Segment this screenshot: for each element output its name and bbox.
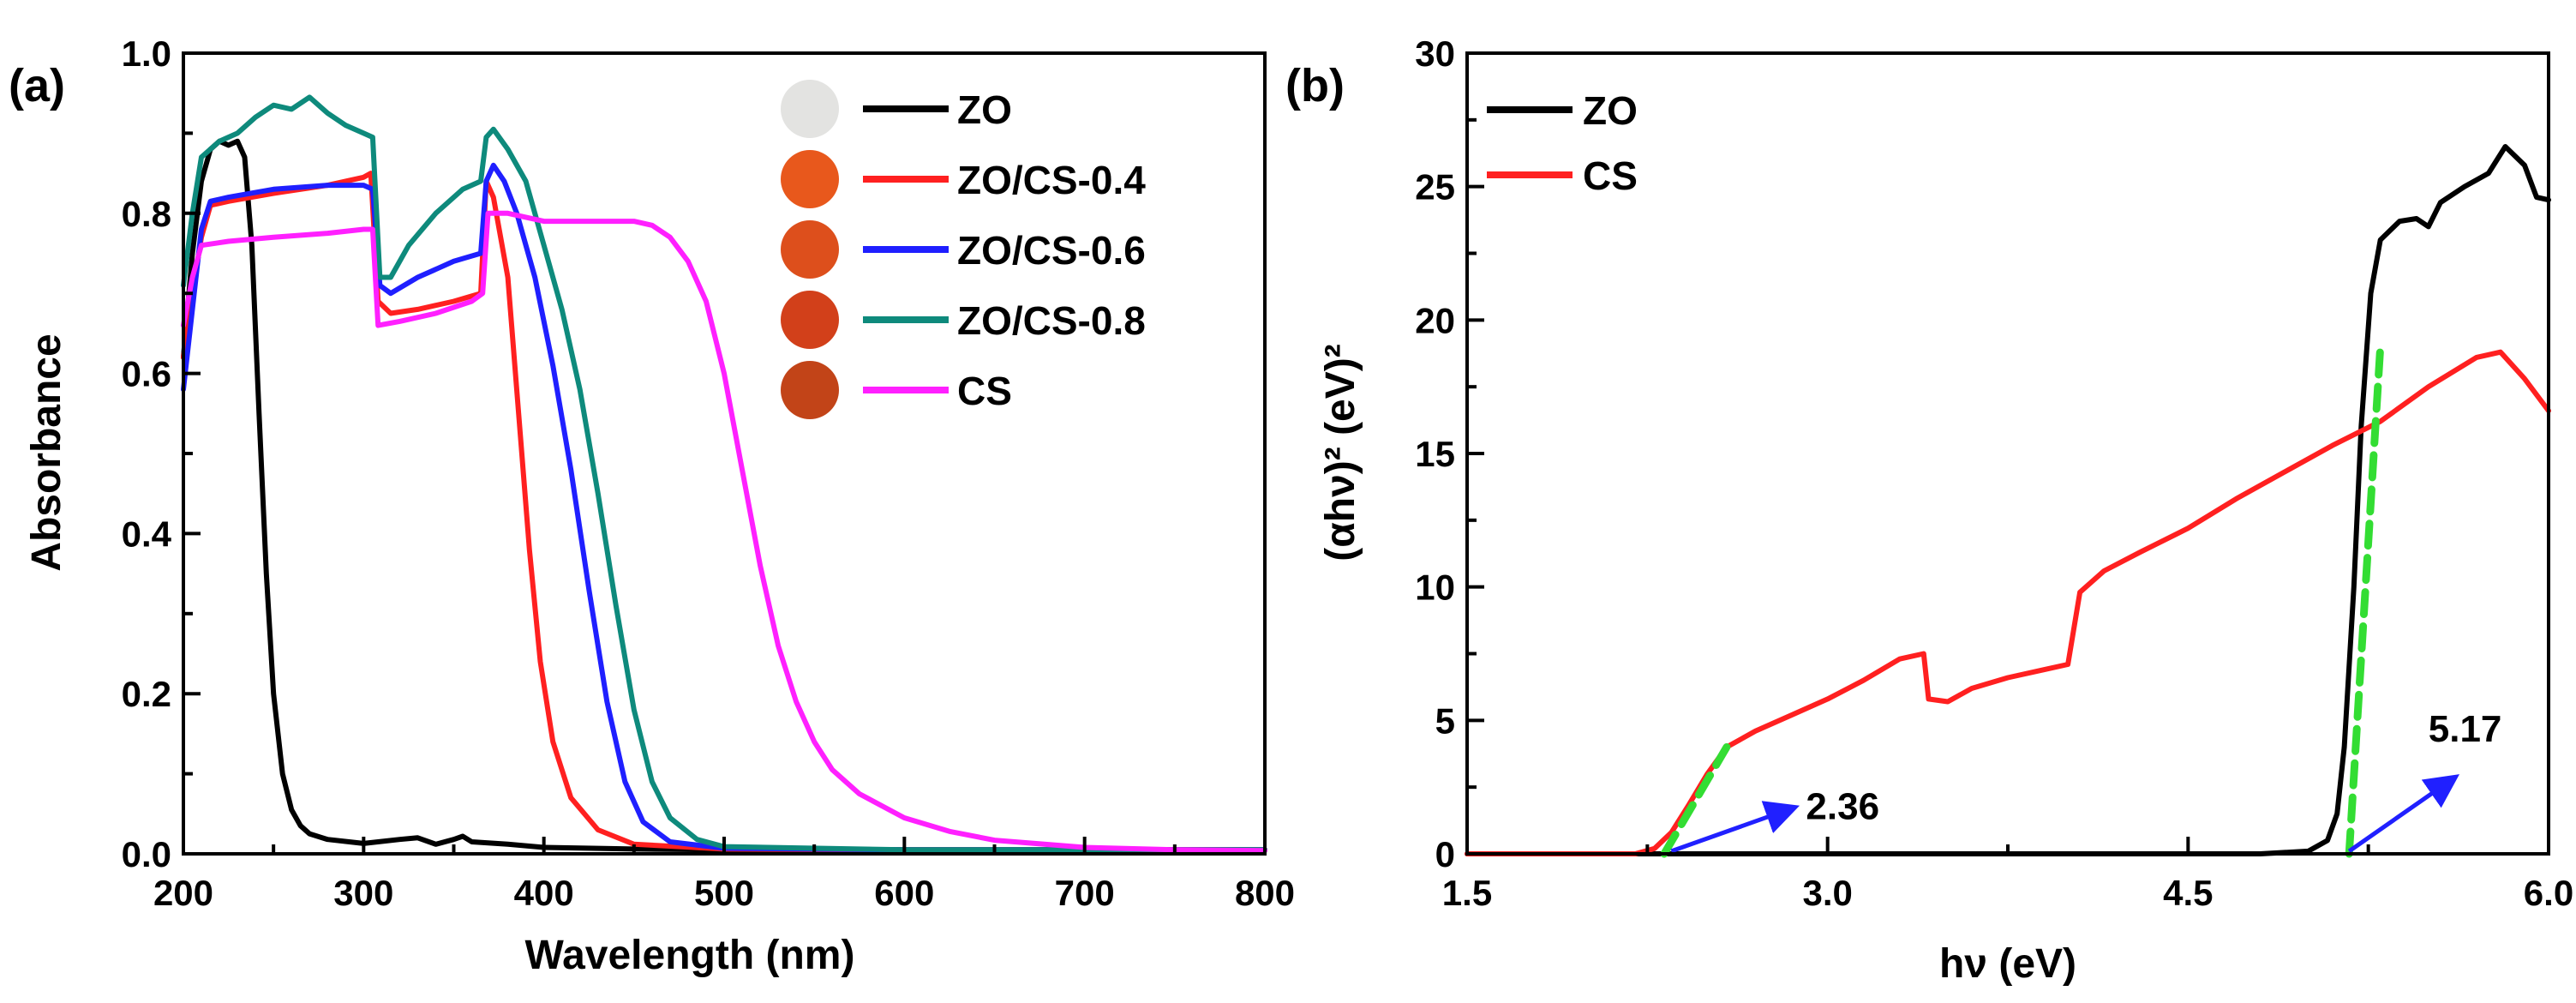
panel-b-annotation-arrow-0 (1670, 801, 1800, 854)
panel-a-y-tick-label: 0.8 (122, 194, 171, 234)
panel-a-x-tick-label: 200 (153, 873, 213, 913)
panel-a-absorbance-chart: (a) 200 300 400 500 600 700 800 0.00.20.40.60.… (9, 33, 1295, 978)
panel-a-x-tick-labels: 200 300 400 500 600 700 800 (153, 873, 1295, 913)
legend-label-0: ZO (957, 87, 1012, 132)
panel-b-series-line-1 (1465, 349, 2551, 856)
panel-a-ticks (182, 51, 1267, 856)
legend-sample-swatch-3 (781, 291, 839, 349)
panel-a-y-tick-label: 1.0 (122, 33, 171, 74)
panel-b-y-tick-label: 15 (1415, 434, 1455, 474)
panel-b-annotation-arrow-1 (2347, 774, 2460, 853)
panel-a-x-tick-label: 300 (333, 873, 393, 913)
panel-b-series (1465, 144, 2551, 856)
panel-b-legend: ZO CS (1487, 88, 1638, 198)
legend-label-4: CS (957, 369, 1012, 413)
panel-a-series-line-1 (181, 171, 1267, 853)
panel-a-x-tick-label: 500 (694, 873, 754, 913)
panel-b-x-tick-label: 3.0 (1802, 873, 1852, 913)
panel-a-x-tick-label: 800 (1235, 873, 1295, 913)
panel-b-y-tick-label: 25 (1415, 167, 1455, 207)
panel-b-y-tick-label: 20 (1415, 300, 1455, 340)
panel-a-x-tick-label: 400 (514, 873, 574, 913)
panel-b-y-tick-label: 0 (1435, 834, 1455, 874)
panel-b-series-line-0 (1465, 144, 2551, 856)
legend-sample-swatch-1 (781, 150, 839, 208)
panel-a-series-line-2 (181, 162, 1267, 853)
panel-a-label: (a) (9, 60, 65, 111)
panel-b-annotation-label-1: 5.17 (2429, 708, 2502, 750)
panel-a-y-tick-label: 0.2 (122, 674, 171, 714)
legend-label-1: ZO/CS-0.4 (957, 158, 1146, 202)
panel-b-tauc-chart: (b) 2.36 5.17 1.5 3.0 4.5 6.0 0 5 10 15 20 25 30 h… (1285, 33, 2573, 987)
legend-label-2: ZO/CS-0.6 (957, 228, 1146, 273)
panel-a-x-tick-label: 700 (1055, 873, 1115, 913)
panel-b-x-tick-labels: 1.5 3.0 4.5 6.0 (1442, 873, 2573, 913)
panel-a-y-axis-label: Absorbance (24, 333, 69, 571)
panel-b-x-tick-label: 6.0 (2524, 873, 2573, 913)
panel-a-x-tick-label: 600 (874, 873, 934, 913)
panel-b-fit-line-0 (1660, 742, 1731, 858)
legend-sample-swatch-0 (781, 80, 839, 138)
panel-b-y-tick-label: 10 (1415, 568, 1455, 608)
legend-sample-swatch-2 (781, 220, 839, 279)
legend-label-b-0: ZO (1583, 88, 1638, 133)
panel-b-annotation-label-0: 2.36 (1806, 786, 1879, 828)
panel-a-y-tick-label: 0.4 (122, 514, 172, 554)
panel-a-series-line-4 (181, 210, 1267, 854)
legend-sample-swatch-4 (781, 361, 839, 419)
panel-b-fit-line-1 (2345, 342, 2385, 858)
panel-b-x-tick-label: 4.5 (2163, 873, 2213, 913)
panel-b-x-axis-label: hν (eV) (1939, 941, 2076, 987)
panel-a-legend: ZO ZO/CS-0.4 ZO/CS-0.6 ZO/CS-0.8 CS (781, 80, 1146, 419)
panel-b-y-tick-label: 30 (1415, 33, 1455, 74)
panel-a-y-tick-labels: 0.0 0.2 0.4 0.6 0.8 1.0 (122, 33, 172, 874)
legend-label-3: ZO/CS-0.8 (957, 298, 1146, 343)
panel-a-y-tick-label: 0.6 (122, 354, 171, 394)
panel-b-ticks (1465, 51, 2550, 856)
legend-label-b-1: CS (1583, 153, 1638, 198)
panel-b-annotations: 2.36 5.17 (1670, 708, 2502, 854)
panel-a-series (181, 94, 1267, 854)
panel-b-fit-lines (1660, 342, 2385, 858)
panel-b-y-tick-labels: 0 5 10 15 20 25 30 (1415, 33, 1455, 874)
panel-b-y-axis-label: (αhν)² (eV)² (1318, 344, 1363, 561)
panel-b-x-tick-label: 1.5 (1442, 873, 1492, 913)
panel-a-y-tick-label: 0.0 (122, 834, 171, 874)
panel-b-label: (b) (1285, 60, 1345, 111)
panel-b-y-tick-label: 5 (1435, 700, 1455, 741)
panel-a-series-line-3 (181, 94, 1267, 853)
panel-a-x-axis-label: Wavelength (nm) (525, 933, 855, 978)
